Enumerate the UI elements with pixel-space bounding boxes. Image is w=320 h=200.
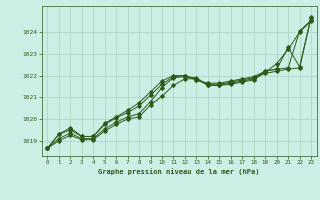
X-axis label: Graphe pression niveau de la mer (hPa): Graphe pression niveau de la mer (hPa): [99, 168, 260, 175]
